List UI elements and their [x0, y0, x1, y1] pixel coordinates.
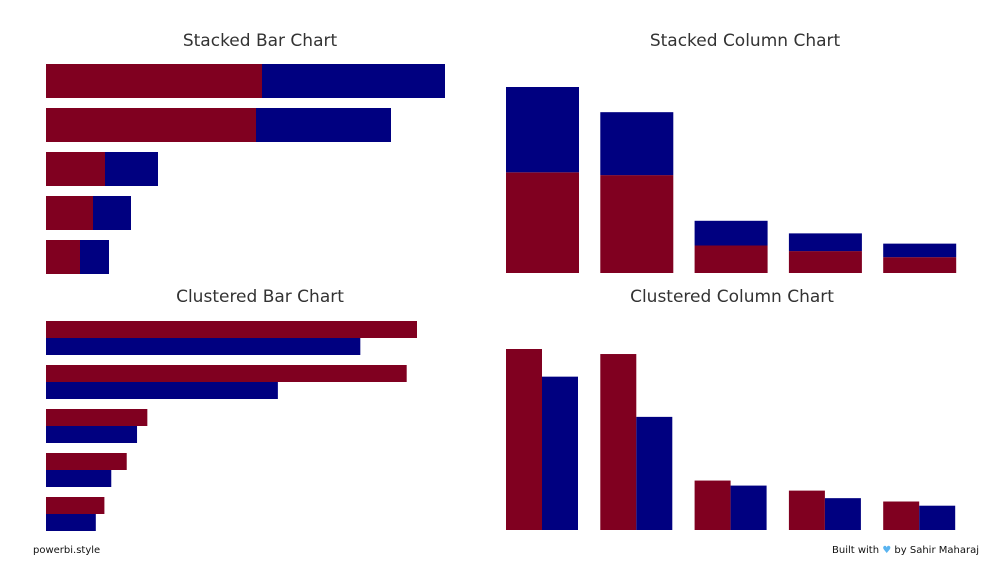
clustered-column-series1-0 [506, 349, 542, 530]
clustered-bar-series1-3 [46, 453, 127, 470]
clustered-bar-series2-2 [46, 426, 138, 443]
stacked-column-series2-2 [694, 220, 768, 246]
stacked-column-series1-0 [506, 172, 579, 273]
stacked-bar-series1-4 [46, 240, 80, 274]
stacked-bar-series2-1 [256, 108, 391, 142]
stacked-bar-series1-0 [46, 64, 262, 98]
stacked-bar-series1-1 [46, 108, 256, 142]
chart-title-clustered-bar: Clustered Bar Chart [176, 287, 344, 307]
chart-title-clustered-column: Clustered Column Chart [630, 287, 834, 307]
stacked-column-series2-0 [506, 87, 579, 173]
clustered-bar-series2-0 [46, 338, 361, 355]
stacked-bar-series2-4 [80, 240, 109, 274]
chart-title-stacked-column: Stacked Column Chart [649, 31, 841, 51]
stacked-bar-series2-3 [93, 196, 131, 230]
clustered-column-series1-2 [694, 480, 731, 530]
stacked-column-series2-3 [788, 233, 862, 252]
footer-credit: Built with ♥ by Sahir Maharaj [832, 545, 979, 556]
clustered-column-series1-3 [788, 490, 825, 530]
stacked-column-series2-1 [600, 112, 674, 176]
clustered-column-series2-2 [730, 485, 767, 530]
clustered-bar-series2-3 [46, 470, 112, 487]
chart-title-stacked-bar: Stacked Bar Chart [182, 31, 338, 51]
footer-built-with: Built with [832, 545, 880, 556]
stacked-column-series1-2 [694, 245, 768, 273]
clustered-column-series2-3 [824, 498, 861, 530]
clustered-bar-series1-2 [46, 409, 148, 426]
clustered-column-series2-0 [542, 376, 578, 530]
clustered-bar-series1-0 [46, 321, 417, 338]
stacked-bar-series2-2 [105, 152, 158, 186]
clustered-column-series2-4 [919, 505, 956, 530]
stacked-bar-series1-2 [46, 152, 105, 186]
stacked-column-series1-1 [600, 175, 674, 273]
stacked-bar-series2-0 [262, 64, 445, 98]
stacked-column-series1-3 [788, 251, 862, 273]
stacked-column-series1-4 [883, 257, 957, 273]
clustered-column-series2-1 [636, 416, 673, 530]
clustered-bar-series2-4 [46, 514, 96, 531]
clustered-column-series1-1 [600, 354, 637, 530]
footer-author: by Sahir Maharaj [894, 545, 979, 556]
heart-icon: ♥ [882, 545, 892, 556]
clustered-bar-series1-1 [46, 365, 407, 382]
clustered-bar-series2-1 [46, 382, 278, 399]
footer-site: powerbi.style [33, 545, 101, 556]
stacked-bar-series1-3 [46, 196, 93, 230]
clustered-bar-series1-4 [46, 497, 105, 514]
clustered-column-series1-4 [883, 501, 920, 530]
stacked-column-series2-4 [883, 243, 957, 258]
